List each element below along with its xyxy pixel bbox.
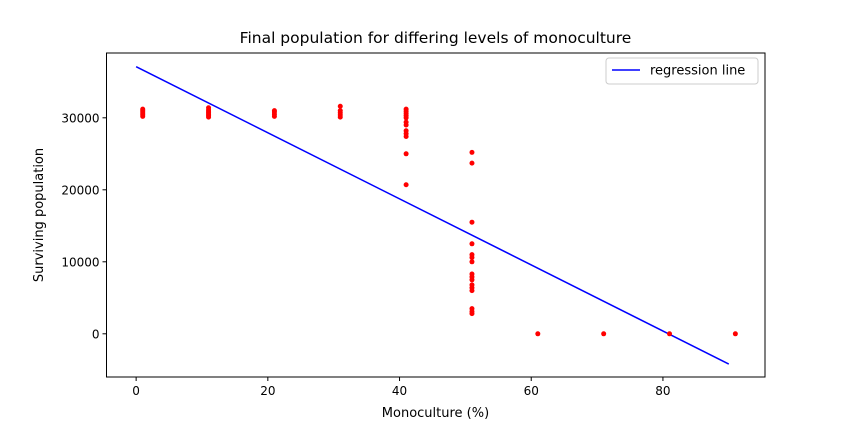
data-point [469, 160, 475, 166]
y-tick-label: 10000 [61, 255, 99, 269]
data-point [535, 331, 541, 337]
data-point [403, 106, 409, 112]
x-axis-label: Monoculture (%) [382, 406, 489, 421]
data-point [271, 108, 277, 114]
data-point [337, 103, 343, 109]
data-point [337, 108, 343, 114]
data-point [206, 105, 212, 111]
y-axis-label: Surviving population [32, 148, 47, 282]
axes-frame [106, 52, 766, 378]
data-point [469, 252, 475, 258]
data-point [403, 182, 409, 188]
x-axis: 0 20 40 60 80 [132, 377, 671, 398]
y-axis: 0 10000 20000 30000 [61, 111, 107, 341]
data-point [469, 306, 475, 312]
y-tick-label: 20000 [61, 183, 99, 197]
data-point [469, 259, 475, 265]
data-point [403, 119, 409, 125]
legend-entry-regression-line: regression line [650, 64, 745, 79]
data-point [469, 282, 475, 288]
y-tick-label: 30000 [61, 111, 99, 125]
data-point [140, 106, 146, 112]
data-point [732, 331, 738, 337]
x-tick-label: 80 [655, 384, 670, 398]
x-tick-label: 40 [392, 384, 407, 398]
data-point [601, 331, 607, 337]
y-tick-label: 0 [92, 327, 100, 341]
x-tick-label: 0 [132, 384, 140, 398]
legend: regression line [605, 57, 759, 85]
x-tick-label: 60 [524, 384, 539, 398]
data-point [469, 219, 475, 225]
chart-title: Final population for differing levels of… [240, 29, 632, 47]
data-point [403, 128, 409, 134]
x-tick-label: 20 [260, 384, 275, 398]
data-point [403, 151, 409, 157]
data-point [469, 241, 475, 247]
data-point [667, 331, 673, 337]
data-point [469, 271, 475, 277]
legend-box [605, 57, 759, 85]
data-point [469, 149, 475, 155]
regression-line [135, 66, 730, 365]
